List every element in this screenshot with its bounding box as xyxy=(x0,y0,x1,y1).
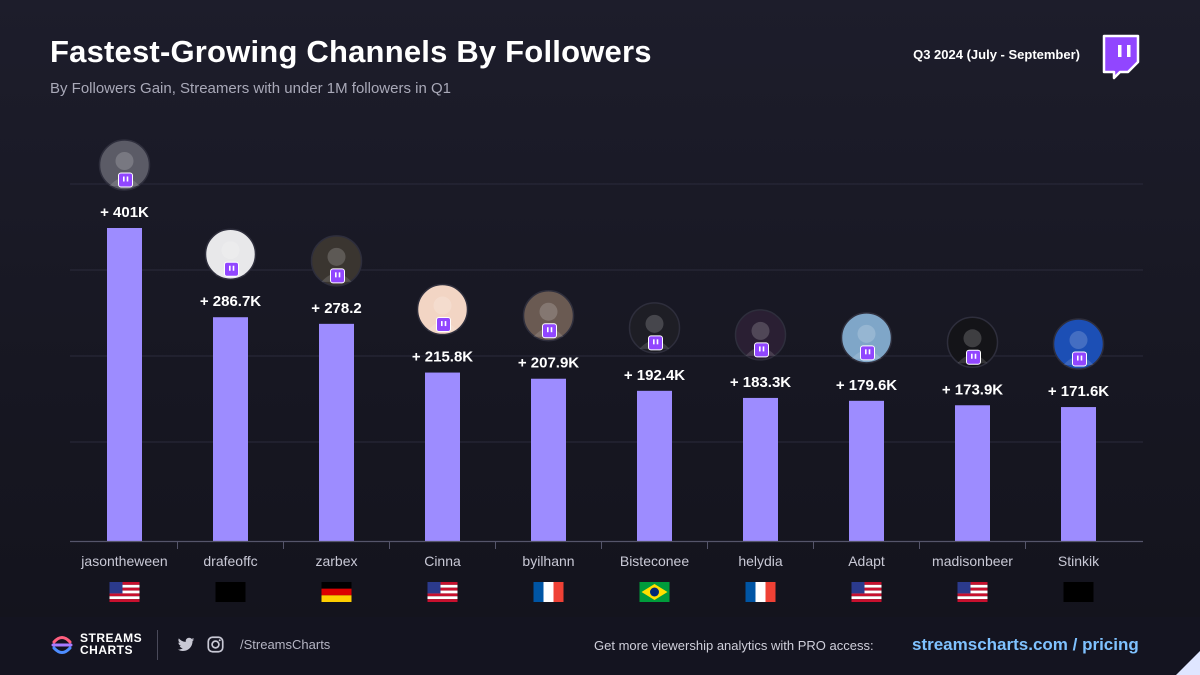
bar-stinkik xyxy=(1061,407,1096,541)
bar-chart: + 401K + 286.7K + 278.2 + 215.8K + 207.9K + 1… xyxy=(70,139,1143,602)
twitch-badge-icon xyxy=(436,317,451,333)
brand-name: STREAMS CHARTS xyxy=(80,632,150,656)
category-label: byilhann xyxy=(522,553,574,569)
category-label: Stinkik xyxy=(1058,553,1100,569)
twitter-icon[interactable] xyxy=(177,637,195,653)
flag-us-icon xyxy=(427,582,458,602)
avatar-jasontheween xyxy=(98,139,151,191)
flag-us-icon xyxy=(851,582,882,602)
brand-line-1: STREAMS xyxy=(80,631,143,645)
flag-blank-icon xyxy=(1063,582,1094,602)
avatar-helydia xyxy=(734,309,787,361)
footer-divider xyxy=(157,630,158,660)
bars-layer xyxy=(107,228,1096,541)
bar-jasontheween xyxy=(107,228,142,541)
category-label: drafeoffc xyxy=(203,553,257,569)
flag-blank-icon xyxy=(215,582,246,602)
twitch-badge-icon xyxy=(330,268,345,284)
flag-br-icon xyxy=(639,582,670,602)
brand-line-2: CHARTS xyxy=(80,643,133,657)
value-label: + 192.4K xyxy=(624,367,685,384)
bar-adapt xyxy=(849,400,884,541)
flags-layer xyxy=(109,582,1094,602)
category-label: Cinna xyxy=(424,553,461,569)
flag-de-icon xyxy=(321,582,352,602)
promo-text: Get more viewership analytics with PRO a… xyxy=(594,638,874,653)
category-label: zarbex xyxy=(315,553,357,569)
twitch-badge-icon xyxy=(224,261,239,277)
bar-helydia xyxy=(743,397,778,541)
bar-zarbex xyxy=(319,323,354,541)
value-label: + 286.7K xyxy=(200,293,261,310)
flag-fr-icon xyxy=(533,582,564,602)
x-axis xyxy=(70,540,1143,549)
streams-charts-logo-icon xyxy=(51,636,73,654)
value-label: + 401K xyxy=(100,204,149,221)
avatar-stinkik xyxy=(1052,318,1105,370)
twitch-logo-icon xyxy=(1102,34,1140,80)
period-label: Q3 2024 (July - September) xyxy=(913,47,1080,62)
pricing-link[interactable]: streamscharts.com / pricing xyxy=(912,635,1139,654)
avatars-layer xyxy=(98,139,1105,370)
flag-us-icon xyxy=(109,582,140,602)
category-label: helydia xyxy=(738,553,783,569)
bar-madisonbeer xyxy=(955,405,990,541)
bar-byilhann xyxy=(531,378,566,541)
twitch-badge-icon xyxy=(966,349,981,365)
value-label: + 171.6K xyxy=(1048,383,1109,400)
instagram-icon[interactable] xyxy=(207,636,224,653)
value-label: + 173.9K xyxy=(942,381,1003,398)
page-title: Fastest-Growing Channels By Followers xyxy=(50,34,652,69)
twitch-badge-icon xyxy=(118,172,133,188)
value-labels-layer: + 401K + 286.7K + 278.2 + 215.8K + 207.9K + 1… xyxy=(100,204,1109,400)
bar-bisteconee xyxy=(637,390,672,541)
category-label: madisonbeer xyxy=(932,553,1013,569)
category-label: Adapt xyxy=(848,553,885,569)
twitch-badge-icon xyxy=(542,323,557,339)
flag-fr-icon xyxy=(745,582,776,602)
twitch-badge-icon xyxy=(754,342,769,358)
value-label: + 179.6K xyxy=(836,377,897,394)
bar-cinna xyxy=(425,372,460,541)
twitch-badge-icon xyxy=(1072,351,1087,367)
value-label: + 183.3K xyxy=(730,374,791,391)
twitch-badge-icon xyxy=(860,345,875,361)
category-label: jasontheween xyxy=(80,553,167,569)
category-labels-layer: jasontheween drafeoffc zarbex Cinna byilhann… xyxy=(80,553,1100,569)
value-label: + 207.9K xyxy=(518,355,579,372)
corner-decoration-icon xyxy=(1176,651,1200,675)
social-handle[interactable]: /StreamsCharts xyxy=(240,637,331,652)
twitch-badge-icon xyxy=(648,335,663,351)
value-label: + 278.2 xyxy=(311,300,361,317)
bar-drafeoffc xyxy=(213,317,248,541)
value-label: + 215.8K xyxy=(412,349,473,366)
page-subtitle: By Followers Gain, Streamers with under … xyxy=(50,80,451,97)
category-label: Bisteconee xyxy=(620,553,689,569)
flag-us-icon xyxy=(957,582,988,602)
avatar-bisteconee xyxy=(628,302,681,354)
footer: STREAMS CHARTS /StreamsCharts Get more v… xyxy=(0,617,1200,675)
